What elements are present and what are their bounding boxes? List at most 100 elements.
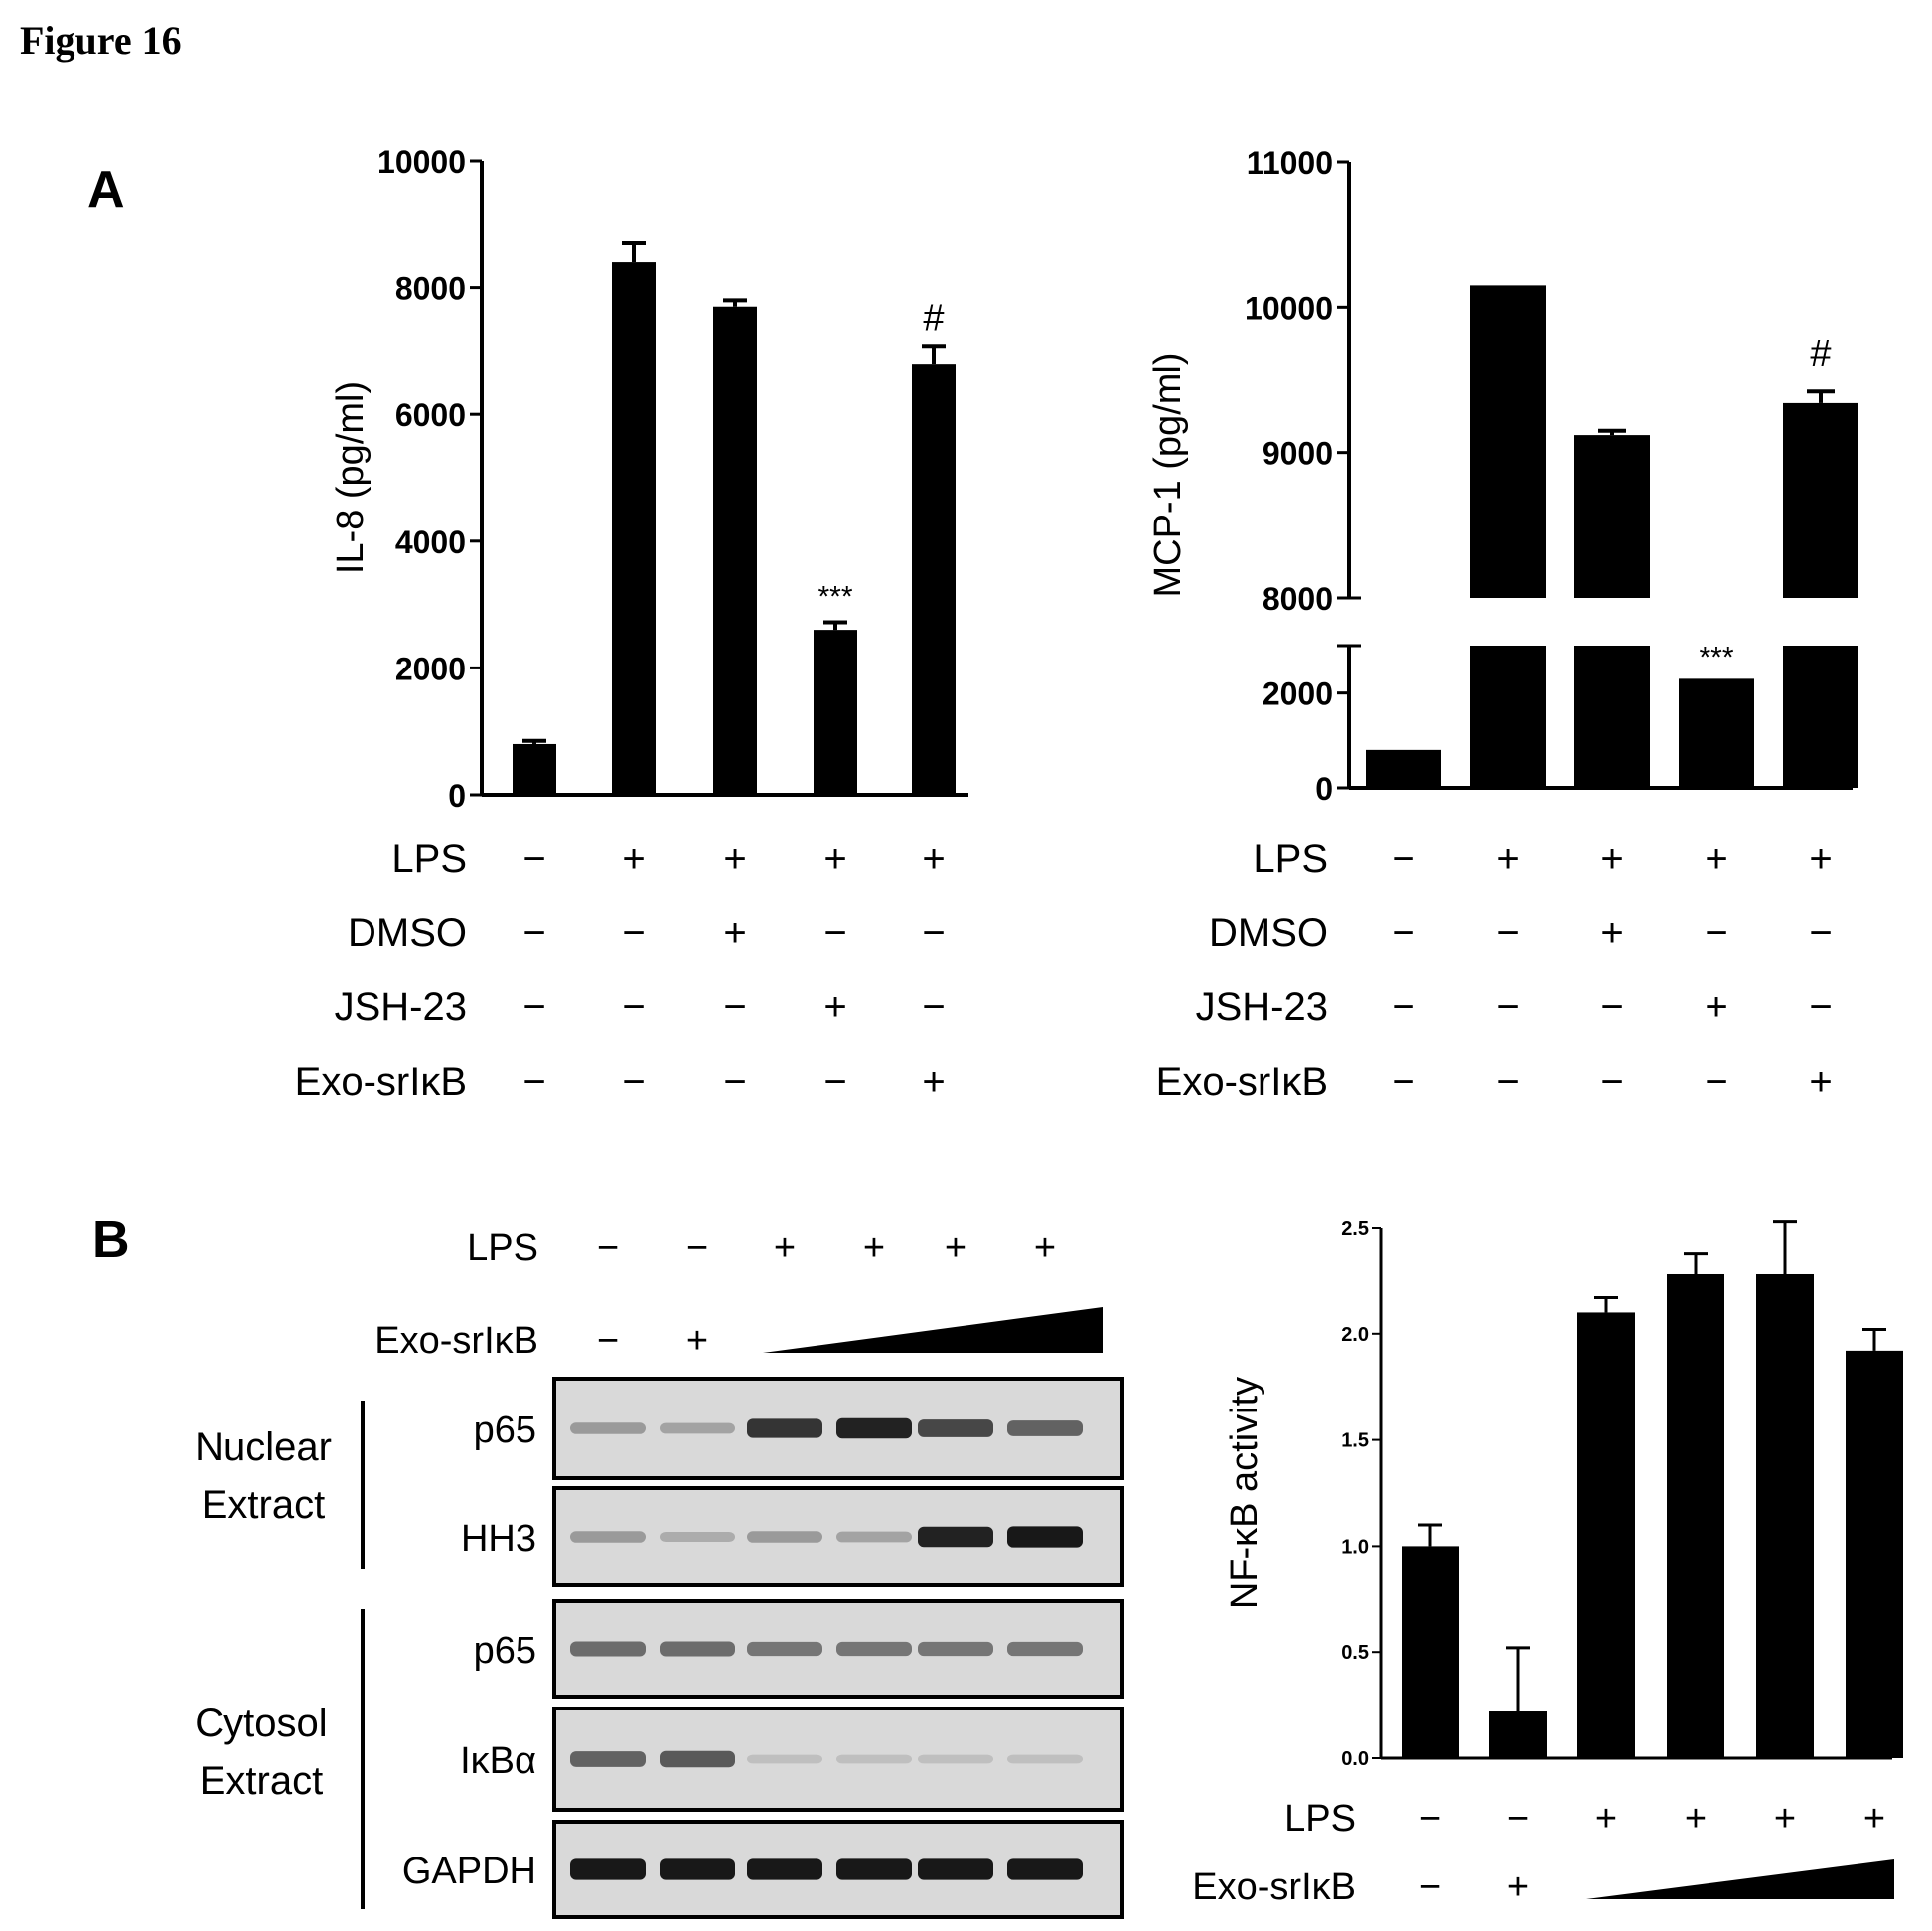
band-label: HH3: [461, 1518, 536, 1560]
treatment-sign: −: [823, 1060, 846, 1104]
blot-sign: +: [686, 1320, 708, 1362]
protein-band: [918, 1754, 993, 1764]
treatment-sign: +: [1685, 1798, 1707, 1840]
figure-title: Figure 16: [20, 18, 182, 63]
band-label: p65: [474, 1410, 536, 1451]
treatment-sign: −: [1496, 911, 1519, 955]
treatment-sign: −: [1809, 911, 1832, 955]
significance-marker: #: [923, 297, 944, 339]
treatment-sign: +: [1863, 1798, 1885, 1840]
treatment-label-lps: LPS: [1253, 837, 1328, 881]
treatment-sign: −: [1419, 1866, 1441, 1908]
protein-band: [1007, 1526, 1083, 1548]
treatment-sign: +: [1774, 1798, 1796, 1840]
protein-band: [836, 1641, 912, 1657]
bar-lower-segment: [1783, 646, 1858, 788]
treatment-sign: +: [823, 985, 846, 1029]
treatment-label-jsh: JSH-23: [335, 985, 467, 1029]
treatment-sign: −: [1392, 837, 1414, 881]
treatment-sign: −: [622, 911, 645, 955]
treatment-sign: +: [1507, 1866, 1529, 1908]
y-tick-label: 2000: [1263, 676, 1333, 712]
treatment-sign: −: [723, 985, 746, 1029]
protein-band: [836, 1531, 912, 1543]
treatment-label-lps: LPS: [391, 837, 467, 881]
protein-band: [836, 1754, 912, 1764]
mcp1-bar-chart: 8000 9000 10000 11000 0 2000 MCP-1 (pg/ml) *** #…: [1147, 145, 1858, 1104]
protein-band: [660, 1858, 735, 1880]
treatment-sign: −: [723, 1060, 746, 1104]
blot-ramp: [763, 1307, 1103, 1353]
blot-sign: −: [597, 1227, 619, 1268]
blot-label-lps: LPS: [467, 1227, 538, 1268]
protein-band: [836, 1417, 912, 1439]
treatment-sign: −: [522, 1060, 545, 1104]
treatment-sign: −: [1419, 1798, 1441, 1840]
blot-sign: +: [863, 1227, 885, 1268]
y-tick-label: 2.0: [1341, 1324, 1369, 1346]
y-tick-label: 10000: [377, 144, 466, 180]
y-tick-label: 10000: [1245, 290, 1333, 326]
band-label: IκBα: [460, 1740, 536, 1782]
panel-b-label: B: [92, 1211, 130, 1268]
significance-marker: ***: [817, 580, 852, 613]
bar: [513, 743, 556, 795]
group-label: Extract: [200, 1759, 323, 1803]
bar: [814, 630, 857, 795]
y-axis-label: NF-κB activity: [1224, 1377, 1265, 1609]
treatment-sign: +: [723, 837, 746, 881]
treatment-sign: −: [1705, 911, 1727, 955]
blot-label-exo: Exo-srIκB: [374, 1320, 538, 1362]
protein-band: [660, 1750, 735, 1768]
y-tick-label: 6000: [395, 397, 466, 433]
y-axis-label: MCP-1 (pg/ml): [1147, 352, 1189, 597]
protein-band: [570, 1531, 646, 1543]
significance-marker: ***: [1699, 641, 1733, 673]
treatment-label-dmso: DMSO: [348, 911, 467, 955]
bar: [1667, 1273, 1724, 1758]
treatment-sign: −: [1392, 985, 1414, 1029]
treatment-ramp: [1586, 1859, 1894, 1899]
treatment-sign: −: [622, 1060, 645, 1104]
treatment-sign: +: [1809, 1060, 1832, 1104]
treatment-sign: −: [1496, 1060, 1519, 1104]
treatment-sign: −: [522, 985, 545, 1029]
protein-band: [918, 1526, 993, 1548]
blot-sign: +: [945, 1227, 966, 1268]
blot-sign: +: [774, 1227, 796, 1268]
bar-lower-segment: [1574, 646, 1650, 788]
bar: [612, 262, 656, 796]
group-label: Cytosol: [195, 1702, 327, 1745]
protein-band: [747, 1858, 822, 1880]
il8-bar-chart: 0 2000 4000 6000 8000 10000 IL-8 (pg/ml) *** # LP…: [295, 144, 968, 1104]
western-blot-panel: LPS − − + + + + Exo-srIκB − + p65 HH3 p65 IκBα GAPDH Nu…: [195, 1227, 1124, 1919]
protein-band: [570, 1641, 646, 1657]
y-tick-label: 2000: [395, 651, 466, 686]
blot-sign: −: [597, 1320, 619, 1362]
protein-band: [570, 1858, 646, 1880]
y-tick-label: 8000: [395, 271, 466, 307]
treatment-label-exo: Exo-srIκB: [1192, 1866, 1356, 1908]
protein-band: [660, 1531, 735, 1543]
treatment-label-lps: LPS: [1284, 1798, 1356, 1840]
treatment-sign: −: [823, 911, 846, 955]
protein-band: [836, 1858, 912, 1880]
y-tick-label: 4000: [395, 524, 466, 560]
band-label: GAPDH: [402, 1851, 536, 1892]
y-tick-label: 1.5: [1341, 1430, 1369, 1452]
bar: [1756, 1273, 1814, 1758]
bar: [1402, 1546, 1459, 1758]
treatment-sign: −: [1809, 985, 1832, 1029]
bar: [713, 306, 757, 795]
bar-lower-segment: [1470, 646, 1546, 788]
bar: [1489, 1711, 1547, 1758]
group-label: Nuclear: [195, 1425, 332, 1469]
y-tick-label: 0: [448, 778, 466, 814]
bar: [1577, 1312, 1635, 1758]
group-label: Extract: [202, 1483, 325, 1527]
protein-band: [747, 1418, 822, 1438]
bar: [1783, 402, 1858, 598]
treatment-sign: +: [1600, 911, 1623, 955]
nfkb-activity-bar-chart: 0.0 0.5 1.0 1.5 2.0 2.5 NF-κB activity LPS − − + + +…: [1192, 1218, 1903, 1908]
